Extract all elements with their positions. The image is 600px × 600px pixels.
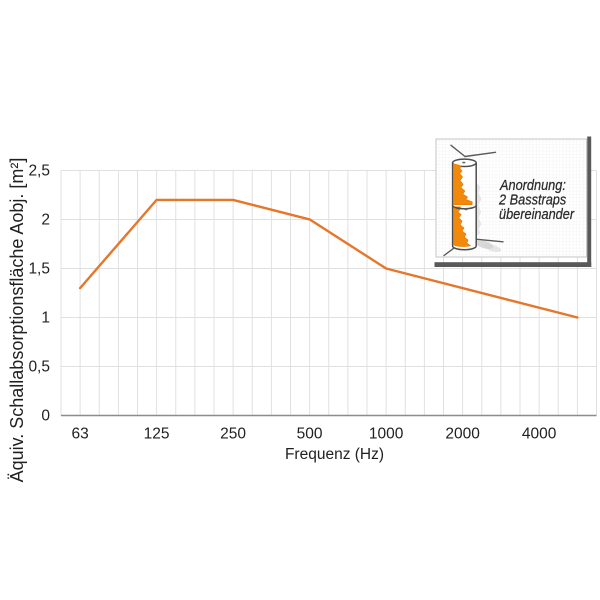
- svg-text:250: 250: [220, 426, 246, 443]
- svg-text:4000: 4000: [522, 426, 557, 443]
- svg-text:2: 2: [41, 212, 50, 229]
- svg-text:2 Basstraps: 2 Basstraps: [498, 190, 566, 207]
- svg-text:1: 1: [41, 310, 50, 327]
- svg-text:1000: 1000: [369, 426, 404, 443]
- svg-text:Äquiv. Schallabsorptionsfläche: Äquiv. Schallabsorptionsfläche Aobj. [m²…: [7, 158, 27, 483]
- svg-text:Anordnung:: Anordnung:: [499, 176, 566, 193]
- svg-text:500: 500: [297, 426, 323, 443]
- svg-text:1,5: 1,5: [28, 261, 50, 278]
- svg-text:125: 125: [144, 426, 170, 443]
- svg-text:0: 0: [41, 408, 50, 425]
- svg-text:2000: 2000: [445, 426, 480, 443]
- svg-text:übereinander: übereinander: [499, 205, 575, 222]
- svg-text:63: 63: [71, 426, 88, 443]
- svg-text:2,5: 2,5: [28, 163, 50, 180]
- svg-text:0,5: 0,5: [28, 359, 50, 376]
- svg-text:Frequenz (Hz): Frequenz (Hz): [285, 446, 384, 463]
